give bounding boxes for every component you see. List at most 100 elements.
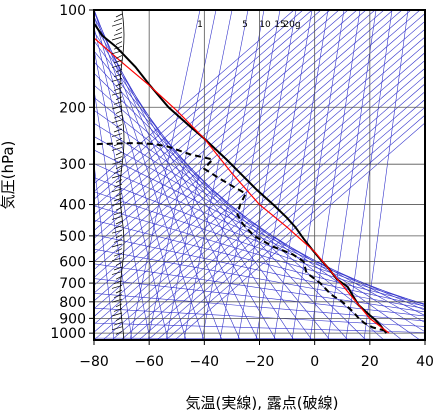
wind-barb (111, 229, 123, 234)
wind-barb (113, 266, 123, 271)
wind-barb (115, 331, 123, 335)
wind-barb (111, 147, 123, 151)
background-line (94, 13, 425, 302)
wind-barb (115, 82, 123, 87)
wind-barb (115, 179, 123, 183)
mixing-ratio-label: 15 (274, 20, 285, 30)
background-line (94, 10, 385, 263)
background-line (111, 67, 425, 340)
background-line (165, 10, 233, 340)
background-line (94, 278, 425, 317)
background-line (94, 10, 223, 340)
dewpoint-line (96, 141, 390, 333)
wind-barb (111, 133, 123, 137)
wind-barb (113, 32, 123, 36)
background-line (94, 11, 241, 340)
wind-barb (111, 91, 123, 96)
wind-barb (115, 303, 123, 308)
wind-barb (113, 45, 123, 50)
background-line (94, 31, 295, 340)
wind-barb (111, 36, 123, 41)
temperature-line (94, 20, 388, 334)
background-line (94, 191, 425, 306)
wind-barb (115, 68, 123, 73)
background-line (94, 44, 425, 333)
reference-line (94, 37, 390, 334)
x-axis-ticks: −80 −60 −40 −20 0 20 40 (79, 340, 434, 370)
y-tick-label: 1000 (50, 326, 86, 342)
background-line (94, 10, 421, 294)
background-line (94, 263, 425, 313)
wind-barb (115, 13, 123, 18)
wind-barb (113, 128, 123, 133)
wind-barb (113, 197, 123, 202)
background-line (183, 10, 249, 340)
x-tick-label: 40 (416, 354, 434, 370)
y-tick-label: 800 (59, 295, 86, 311)
y-tick-label: 900 (59, 311, 86, 327)
wind-barb (115, 124, 123, 128)
background-line (94, 47, 151, 340)
wind-barb (115, 27, 123, 32)
wind-barb (115, 41, 123, 45)
background-line (165, 114, 425, 340)
background-lines (54, 10, 435, 354)
wind-barb (111, 216, 123, 220)
x-tick-label: −80 (79, 354, 109, 370)
wind-barbs (111, 9, 125, 341)
background-line (94, 10, 394, 271)
wind-barb (115, 289, 123, 294)
y-tick-label: 600 (59, 254, 86, 270)
wind-barb (115, 151, 123, 156)
y-tick-label: 200 (59, 100, 86, 116)
background-line (237, 10, 297, 340)
mixing-ratio-label: 5 (242, 20, 248, 30)
background-line (94, 160, 115, 340)
wind-barb (115, 96, 123, 101)
wind-barb (113, 280, 123, 285)
wind-barb (113, 73, 123, 78)
background-line (94, 10, 331, 216)
wind-barb (113, 294, 123, 298)
x-axis-title: 気温(実線), 露点(破線) (186, 394, 339, 412)
wind-barb (115, 206, 123, 211)
background-line (327, 10, 377, 340)
background-line (54, 340, 435, 354)
wind-barb (113, 18, 123, 22)
background-line (94, 10, 295, 185)
background-line (129, 83, 425, 340)
wind-barb (115, 220, 123, 225)
wind-barb (113, 239, 123, 243)
y-tick-label: 500 (59, 229, 86, 245)
wind-barb (115, 248, 123, 252)
wind-barb (111, 119, 123, 124)
wind-barb (113, 101, 123, 105)
background-line (94, 16, 259, 340)
wind-barb (111, 105, 123, 110)
wind-barb (113, 252, 123, 257)
wind-barb (111, 243, 123, 248)
wind-barb (113, 142, 123, 147)
wind-barb (111, 64, 123, 68)
background-line (219, 10, 281, 340)
background-line (94, 10, 304, 192)
mixing-ratio-label: 1 (197, 20, 203, 30)
wind-barb (111, 22, 123, 27)
wind-barb (113, 321, 123, 326)
wind-barb (113, 170, 123, 174)
wind-barb (111, 50, 123, 55)
x-tick-label: 20 (361, 354, 379, 370)
mixing-ratio-label: 20g (283, 20, 300, 30)
wind-barb (115, 262, 123, 266)
background-line (94, 22, 277, 340)
wind-barb (113, 225, 123, 229)
background-line (156, 106, 425, 340)
wind-barb (113, 114, 123, 119)
background-line (94, 293, 425, 322)
background-line (94, 109, 421, 340)
wind-barb (111, 257, 123, 262)
wind-barb (115, 317, 123, 321)
wind-barb (113, 87, 123, 91)
wind-barb (115, 193, 123, 197)
